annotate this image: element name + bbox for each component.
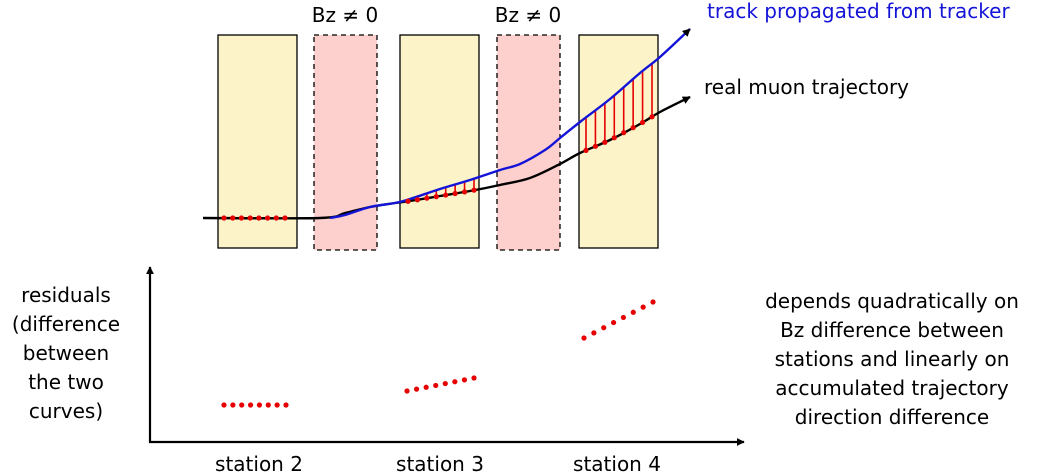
- y-axis-label-line: between: [23, 341, 109, 365]
- residual-dot: [640, 304, 646, 310]
- tracker-track-label: track propagated from tracker: [707, 0, 1010, 23]
- hit-dot: [583, 147, 589, 153]
- residual-dot: [591, 330, 597, 336]
- hit-dot: [471, 187, 477, 193]
- station-label-4: station 4: [573, 452, 661, 474]
- hit-dot: [649, 114, 655, 120]
- hit-dot: [247, 215, 253, 221]
- residual-dot: [404, 388, 410, 394]
- hit-dot: [405, 198, 411, 204]
- residual-dot: [423, 384, 429, 390]
- station-label-2: station 2: [215, 452, 303, 474]
- hit-dot: [461, 189, 468, 195]
- y-axis-label-line: curves): [29, 399, 103, 423]
- hit-dot: [639, 119, 646, 126]
- hit-dot: [414, 197, 421, 203]
- residual-dot: [442, 380, 448, 387]
- hit-dot: [592, 143, 599, 149]
- residual-dot: [610, 319, 617, 326]
- measured-hits: [221, 114, 655, 221]
- residual-dot: [471, 375, 477, 381]
- hit-dot: [424, 195, 430, 201]
- residual-dot: [413, 386, 420, 392]
- real-trajectory-label: real muon trajectory: [704, 75, 909, 99]
- hit-dot: [273, 215, 279, 221]
- explanation-note: depends quadratically on Bz difference b…: [765, 289, 1019, 429]
- residual-dot: [601, 325, 607, 331]
- residual-dot: [274, 402, 280, 408]
- hit-dot: [238, 215, 245, 221]
- residual-dot: [221, 402, 227, 408]
- hit-dot: [221, 215, 227, 221]
- hit-dot: [433, 194, 439, 200]
- field-region-2: [496, 34, 561, 251]
- residual-dot: [256, 402, 263, 408]
- residual-points: [221, 299, 656, 408]
- residual-dot: [581, 335, 587, 341]
- station-3-block: [399, 34, 480, 249]
- y-axis-label-line: the two: [28, 370, 104, 394]
- residual-dot: [461, 377, 468, 383]
- y-axis-label: residuals (difference between the two cu…: [12, 283, 120, 423]
- residual-dot: [650, 299, 656, 305]
- hit-dot: [611, 135, 617, 141]
- field-label-1: Bz ≠ 0: [312, 3, 378, 27]
- residual-dot: [283, 402, 289, 408]
- field-label-2: Bz ≠ 0: [495, 3, 561, 27]
- hit-dot: [630, 125, 636, 131]
- hit-dot: [256, 215, 262, 221]
- note-line: stations and linearly on: [775, 347, 1010, 371]
- note-line: direction difference: [795, 405, 989, 429]
- hit-dot: [621, 130, 627, 136]
- station-label-3: station 3: [396, 452, 484, 474]
- residual-dot: [433, 382, 439, 389]
- station-2-block: [217, 34, 298, 249]
- hit-dot: [264, 215, 271, 221]
- note-line: Bz difference between: [780, 318, 1004, 342]
- residual-dot: [230, 402, 236, 408]
- note-line: depends quadratically on: [765, 289, 1019, 313]
- tracker-propagated-track: [329, 28, 691, 220]
- residual-dot: [239, 402, 245, 408]
- hit-dot: [443, 192, 449, 198]
- y-axis-label-line: (difference: [12, 312, 120, 336]
- residual-dot: [630, 309, 636, 315]
- residual-dot: [265, 402, 271, 408]
- residual-dot: [620, 314, 627, 321]
- hit-dot: [282, 215, 288, 221]
- hit-dot: [602, 139, 608, 145]
- residual-dot: [247, 402, 254, 408]
- residual-dot: [452, 379, 458, 385]
- note-line: accumulated trajectory: [775, 376, 1009, 400]
- hit-dot: [230, 215, 236, 221]
- hit-dot: [452, 190, 458, 197]
- y-axis-label-line: residuals: [21, 283, 111, 307]
